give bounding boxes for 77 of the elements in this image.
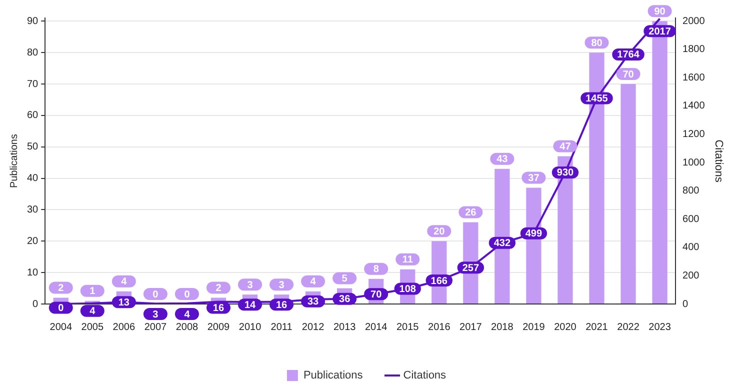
y2-tick-label: 0 (682, 298, 689, 310)
data-label: 0 (58, 302, 64, 314)
x-tick-label: 2005 (81, 322, 104, 333)
y2-axis-title: Citations (712, 140, 724, 183)
data-label: 0 (152, 289, 159, 300)
data-label: 3 (247, 280, 254, 291)
data-label: 26 (465, 208, 477, 219)
x-tick-label: 2012 (302, 322, 325, 333)
y-tick-label: 60 (27, 110, 39, 122)
x-tick-label: 2004 (50, 322, 72, 333)
data-label: 16 (212, 302, 224, 314)
y-tick-label: 80 (27, 47, 39, 58)
x-tick-label: 2019 (522, 322, 546, 333)
y2-tick-label: 1200 (682, 129, 706, 140)
y2-tick-label: 400 (682, 242, 700, 254)
legend-label: Citations (403, 370, 447, 382)
data-label: 33 (307, 296, 320, 308)
data-label: 80 (591, 38, 603, 49)
y-tick-label: 70 (27, 78, 39, 90)
data-label: 4 (184, 309, 190, 320)
y2-tick-label: 800 (682, 186, 700, 197)
y2-tick-label: 1600 (682, 72, 706, 84)
data-label: 14 (244, 300, 256, 311)
data-label: 2 (216, 282, 222, 294)
x-tick-label: 2013 (333, 322, 356, 333)
x-tick-label: 2007 (144, 322, 168, 333)
x-tick-label: 2018 (491, 322, 514, 333)
y-tick-label: 30 (27, 204, 39, 216)
bar (620, 84, 636, 304)
x-tick-label: 2011 (270, 322, 293, 333)
y-tick-label: 40 (27, 173, 39, 184)
bar (494, 168, 510, 304)
y2-tick-label: 1000 (682, 157, 706, 168)
y-axis-title: Publications (8, 134, 20, 188)
data-label: 2 (58, 282, 64, 294)
y2-tick-label: 600 (682, 214, 700, 225)
data-label: 4 (90, 306, 96, 318)
data-label: 4 (310, 276, 316, 288)
x-tick-label: 2017 (460, 322, 482, 333)
data-label: 16 (276, 300, 288, 311)
x-tick-label: 2022 (617, 322, 640, 333)
bar (558, 156, 573, 304)
data-label: 37 (528, 172, 540, 184)
x-tick-label: 2015 (396, 322, 420, 333)
y2-tick-label: 2000 (682, 16, 706, 27)
x-tick-label: 2021 (586, 322, 608, 333)
data-label: 11 (402, 254, 414, 266)
y-tick-label: 10 (27, 267, 39, 278)
data-label: 8 (373, 264, 380, 276)
data-label: 90 (654, 6, 666, 18)
x-tick-label: 2020 (554, 322, 577, 333)
x-tick-label: 2016 (428, 322, 451, 333)
x-tick-label: 2008 (176, 322, 199, 333)
data-label: 3 (278, 280, 285, 291)
x-tick-label: 2009 (207, 322, 230, 333)
data-label: 1 (90, 286, 96, 298)
data-label: 70 (622, 69, 634, 80)
data-label: 4 (121, 276, 128, 288)
y-tick-label: 20 (27, 236, 39, 247)
y2-tick-label: 1400 (682, 100, 706, 112)
y-tick-label: 50 (27, 142, 39, 153)
data-label: 20 (434, 226, 446, 238)
data-label: 0 (184, 289, 190, 300)
x-tick-label: 2014 (364, 322, 388, 333)
legend-label: Publications (303, 370, 364, 382)
y2-tick-label: 200 (682, 270, 700, 282)
y-tick-label: 90 (27, 16, 39, 27)
data-label: 2017 (648, 26, 672, 38)
data-label: 47 (560, 142, 572, 153)
x-tick-label: 2023 (648, 322, 672, 333)
y2-tick-label: 1800 (682, 44, 706, 56)
data-label: 3 (152, 309, 159, 320)
x-tick-label: 2006 (112, 322, 136, 333)
x-tick-label: 2010 (238, 322, 262, 333)
y-tick-label: 0 (32, 298, 39, 310)
data-label: 5 (342, 274, 348, 285)
data-label: 43 (496, 154, 508, 166)
